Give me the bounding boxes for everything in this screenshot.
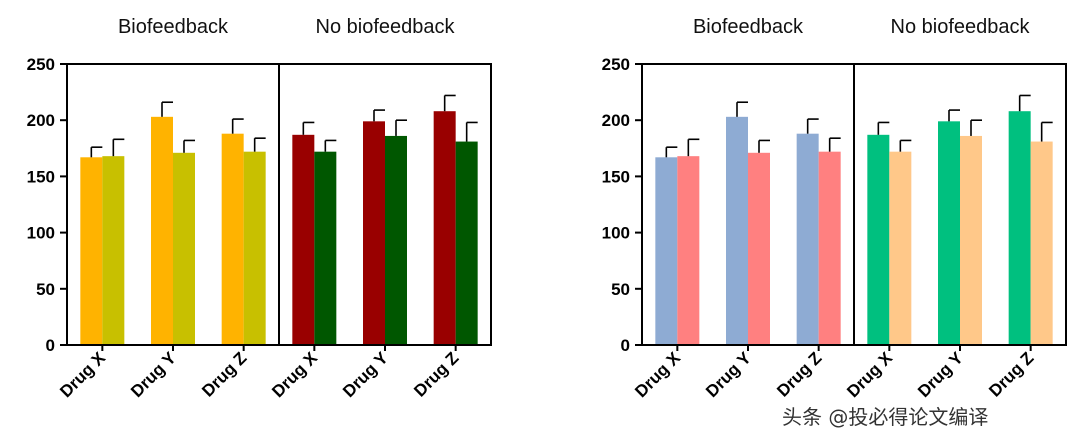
x-tick-label: Drug Z: [773, 348, 825, 400]
bar: [889, 151, 912, 345]
bar: [102, 156, 125, 345]
bar: [1030, 141, 1053, 345]
group-title: No biofeedback: [316, 16, 456, 38]
y-tick-label: 250: [602, 55, 630, 74]
bar: [80, 157, 103, 345]
y-tick-label: 50: [611, 280, 630, 299]
y-tick-label: 100: [602, 224, 630, 243]
bar: [796, 133, 819, 345]
bar: [726, 116, 748, 345]
y-tick-label: 0: [46, 336, 55, 355]
y-tick-label: 100: [27, 224, 55, 243]
bar: [173, 152, 195, 345]
watermark: 头条 @投必得论文编译: [782, 405, 988, 429]
x-tick-label: Drug X: [268, 348, 321, 401]
bar: [314, 151, 337, 345]
x-tick-label: Drug X: [56, 348, 109, 401]
y-tick-label: 50: [36, 280, 55, 299]
x-tick-label: Drug Y: [702, 348, 755, 401]
bar: [818, 151, 841, 345]
bar: [655, 157, 678, 345]
x-tick-label: Drug X: [843, 348, 896, 401]
bar: [1008, 111, 1031, 345]
bar: [455, 141, 478, 345]
x-tick-label: Drug Y: [127, 348, 180, 401]
bar: [867, 134, 890, 345]
bar: [292, 134, 315, 345]
group-title: Biofeedback: [118, 16, 229, 38]
group-title: Biofeedback: [693, 16, 804, 38]
x-tick-label: Drug Z: [985, 348, 1037, 400]
x-tick-label: Drug Y: [339, 348, 392, 401]
y-tick-label: 200: [27, 111, 55, 130]
chart-panel-right: Biofeedback No biofeedback 0 50 100 150 200 250…: [602, 16, 1067, 401]
bar: [748, 152, 770, 345]
y-tick-label: 0: [621, 336, 630, 355]
bar: [243, 151, 266, 345]
x-tick-label: Drug X: [631, 348, 684, 401]
bar: [938, 121, 960, 345]
x-tick-label: Drug Y: [914, 348, 967, 401]
group-title: No biofeedback: [891, 16, 1031, 38]
chart-panel-left: Biofeedback No biofeedback 0 50 100 150 200 250…: [27, 16, 492, 401]
bar: [433, 111, 456, 345]
bar: [221, 133, 244, 345]
y-tick-label: 250: [27, 55, 55, 74]
y-tick-label: 150: [27, 167, 55, 186]
bar: [960, 135, 982, 345]
x-tick-label: Drug Z: [198, 348, 250, 400]
y-tick-label: 200: [602, 111, 630, 130]
bar: [363, 121, 385, 345]
bar: [151, 116, 173, 345]
bar: [385, 135, 407, 345]
bar: [677, 156, 700, 345]
y-tick-label: 150: [602, 167, 630, 186]
x-tick-label: Drug Z: [410, 348, 462, 400]
